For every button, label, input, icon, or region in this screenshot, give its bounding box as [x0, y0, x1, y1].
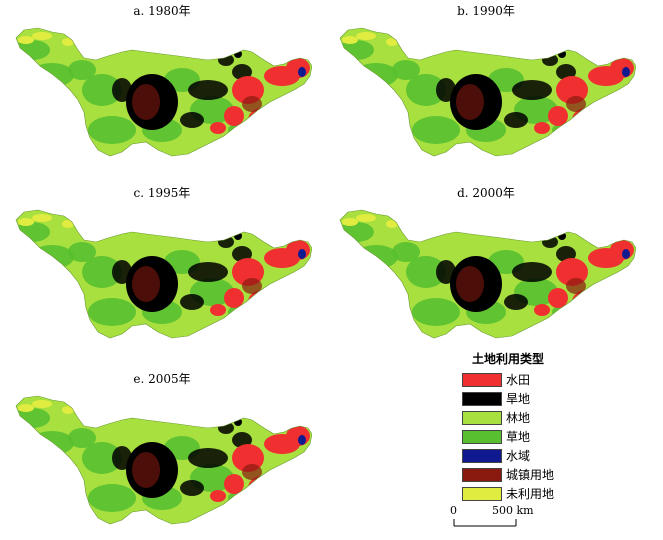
map-panel-2005: e. 2005年 [12, 372, 312, 532]
basin-map [15, 27, 312, 157]
legend-swatch [462, 486, 502, 501]
scale-start-label: 0 [450, 504, 457, 517]
map-legend: 土地利用类型 水田旱地林地草地水域城镇用地未利用地 [462, 350, 652, 503]
legend-swatch [462, 429, 502, 444]
basin-map [15, 395, 312, 525]
legend-swatch [462, 410, 502, 425]
legend-swatch [462, 391, 502, 406]
legend-label: 旱地 [506, 392, 531, 406]
scale-bar: 0 500 km [446, 504, 566, 534]
map-panel-1980: a. 1980年 [12, 4, 312, 164]
legend-item: 林地 [462, 408, 652, 427]
panel-title: a. 1980年 [133, 4, 191, 18]
legend-label: 草地 [506, 430, 531, 444]
legend-item: 未利用地 [462, 484, 652, 503]
legend-label: 城镇用地 [506, 468, 555, 482]
legend-item: 城镇用地 [462, 465, 652, 484]
legend-item: 草地 [462, 427, 652, 446]
scale-end-label: 500 km [492, 504, 534, 517]
scale-bar-line [453, 519, 517, 527]
map-panel-2000: d. 2000年 [336, 186, 636, 346]
panel-title: c. 1995年 [133, 186, 191, 200]
basin-map [15, 209, 312, 339]
legend-swatch [462, 467, 502, 482]
legend-item: 旱地 [462, 389, 652, 408]
map-panel-1995: c. 1995年 [12, 186, 312, 346]
legend-swatch [462, 372, 502, 387]
legend-item: 水田 [462, 370, 652, 389]
panel-title: e. 2005年 [133, 372, 191, 386]
legend-label: 林地 [506, 411, 531, 425]
legend-title: 土地利用类型 [472, 352, 545, 366]
legend-label: 未利用地 [506, 487, 555, 501]
basin-map [339, 209, 636, 339]
panel-title: b. 1990年 [457, 4, 515, 18]
basin-map [339, 27, 636, 157]
panel-title: d. 2000年 [457, 186, 515, 200]
map-panel-1990: b. 1990年 [336, 4, 636, 164]
legend-item: 水域 [462, 446, 652, 465]
legend-swatch [462, 448, 502, 463]
legend-label: 水域 [506, 449, 531, 463]
legend-label: 水田 [506, 373, 531, 387]
